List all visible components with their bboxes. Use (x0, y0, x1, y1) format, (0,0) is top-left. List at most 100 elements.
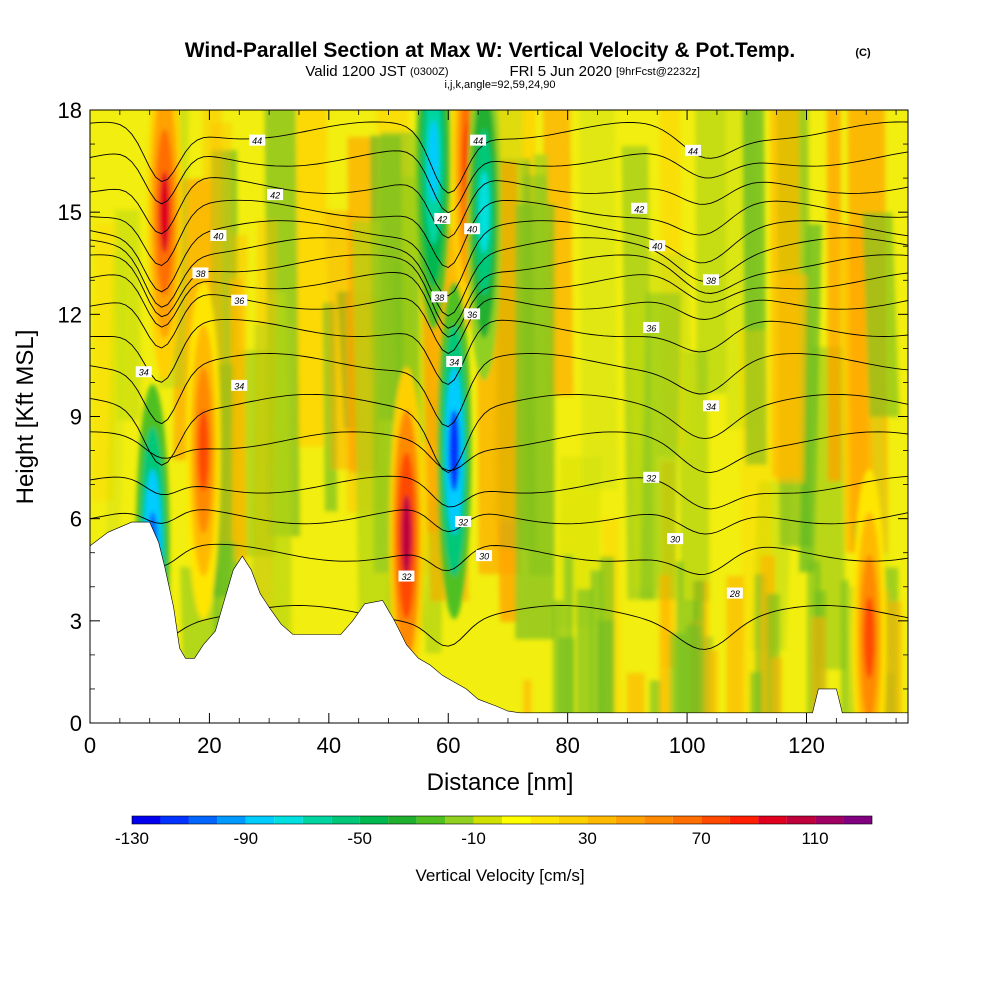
velocity-band (826, 110, 842, 482)
colorbar-swatch (672, 816, 702, 824)
velocity-band (639, 292, 682, 600)
colorbar-tick-label: -130 (115, 829, 149, 848)
colorbar-swatch (530, 816, 559, 824)
contour-label-text: 34 (234, 381, 244, 391)
colorbar-swatch (587, 816, 616, 824)
contour-label-bg (470, 134, 487, 146)
colorbar-swatch (188, 816, 218, 824)
index-line: i,j,k,angle=92,59,24,90 (444, 79, 555, 91)
theta-contour-45 (90, 121, 908, 194)
downdraft-core (427, 120, 439, 202)
theta-contour-41 (90, 220, 908, 297)
contour-label-bg (476, 550, 493, 562)
contour-label-34: 34 (446, 356, 463, 368)
contour-label-44: 44 (685, 144, 702, 156)
contour-label-30: 30 (667, 533, 684, 545)
theta-contour-43 (90, 177, 908, 239)
velocity-band (552, 600, 564, 723)
velocity-band (576, 589, 593, 723)
colorbar-swatch (302, 816, 332, 824)
chart-title: Wind-Parallel Section at Max W: Vertical… (185, 39, 796, 62)
contour-label-bg (702, 274, 719, 286)
x-tick-label: 100 (669, 733, 706, 758)
contour-label-text: 36 (646, 323, 656, 333)
theta-contour-39 (90, 254, 908, 329)
colorbar-swatch (416, 816, 446, 824)
contour-label-38: 38 (702, 274, 719, 286)
x-axis-title: Distance [nm] (427, 769, 574, 796)
terrain-mask (90, 521, 908, 723)
contour-label-bg (631, 202, 648, 214)
velocity-band (649, 680, 662, 723)
contour-label-text: 44 (252, 136, 262, 146)
contour-label-32: 32 (643, 471, 660, 483)
velocity-band (104, 254, 128, 582)
velocity-band (695, 110, 727, 394)
contour-label-bg (649, 240, 666, 252)
contour-label-text: 40 (213, 232, 223, 242)
updraft-core (863, 596, 875, 679)
updraft-core (401, 494, 412, 577)
contour-label-text: 34 (139, 368, 149, 378)
colorbar-swatch (786, 816, 816, 824)
contour-label-text: 44 (688, 146, 698, 156)
colorbar-tick-label: -50 (347, 829, 372, 848)
theta-contour-42 (90, 199, 908, 269)
colorbar-swatch (160, 816, 189, 824)
contour-label-bg (726, 587, 743, 599)
contour-label-bg (192, 267, 209, 279)
contour-label-40: 40 (464, 223, 481, 235)
velocity-band (377, 132, 422, 420)
valid-time-label: Valid 1200 JST (305, 63, 406, 80)
contour-label-34: 34 (135, 366, 152, 378)
colorbar: -130 -90 -50 -10 30 70 110 (115, 815, 873, 848)
colorbar-tick-label: 30 (578, 829, 597, 848)
colorbar-swatch (729, 816, 759, 824)
theta-contour-32 (90, 475, 908, 510)
velocity-band (563, 555, 574, 723)
velocity-band (523, 680, 532, 723)
forecast-tag: [9hrFcst@2232z] (616, 66, 700, 78)
contour-label-text: 38 (195, 269, 205, 279)
contour-label-bg (455, 516, 472, 528)
contour-label-bg (431, 291, 448, 303)
velocity-band (749, 672, 762, 723)
title-copyright-mark: (C) (855, 47, 871, 59)
contour-label-text: 38 (706, 276, 716, 286)
contour-labels: 44 44 44 42 42 42 40 40 40 38 38 38 36 36 36 34 34 34 34 32… (135, 134, 743, 599)
velocity-band (295, 110, 328, 447)
colorbar-swatch (274, 816, 303, 824)
theta-contour-30 (90, 543, 908, 575)
contour-label-42: 42 (631, 202, 648, 214)
contour-label-bg (643, 321, 660, 333)
theta-contour-31 (90, 509, 908, 535)
contour-label-36: 36 (643, 321, 660, 333)
y-axis-title: Height [Kft MSL] (12, 330, 39, 505)
valid-date-label: FRI 5 Jun 2020 (509, 63, 612, 80)
colorbar-swatch (815, 816, 844, 824)
colorbar-swatch (245, 816, 275, 824)
theta-contour-38 (90, 272, 908, 338)
theta-contour-36 (90, 319, 908, 386)
contour-label-bg (643, 471, 660, 483)
contour-label-32: 32 (398, 570, 415, 582)
y-tick-label: 6 (70, 507, 82, 532)
velocity-band (659, 575, 671, 723)
colorbar-swatch (473, 816, 502, 824)
colorbar-swatch (644, 816, 673, 824)
contour-label-text: 38 (434, 293, 444, 303)
velocity-band (325, 210, 358, 470)
contour-label-text: 32 (458, 518, 468, 528)
colorbar-swatch (331, 816, 360, 824)
contour-label-text: 30 (479, 552, 489, 562)
contour-label-text: 36 (467, 310, 477, 320)
contour-label-36: 36 (464, 308, 481, 320)
velocity-band (685, 625, 700, 723)
contour-label-bg (249, 134, 266, 146)
y-tick-label: 9 (70, 405, 82, 430)
contour-label-34: 34 (231, 379, 248, 391)
contour-label-bg (398, 570, 415, 582)
